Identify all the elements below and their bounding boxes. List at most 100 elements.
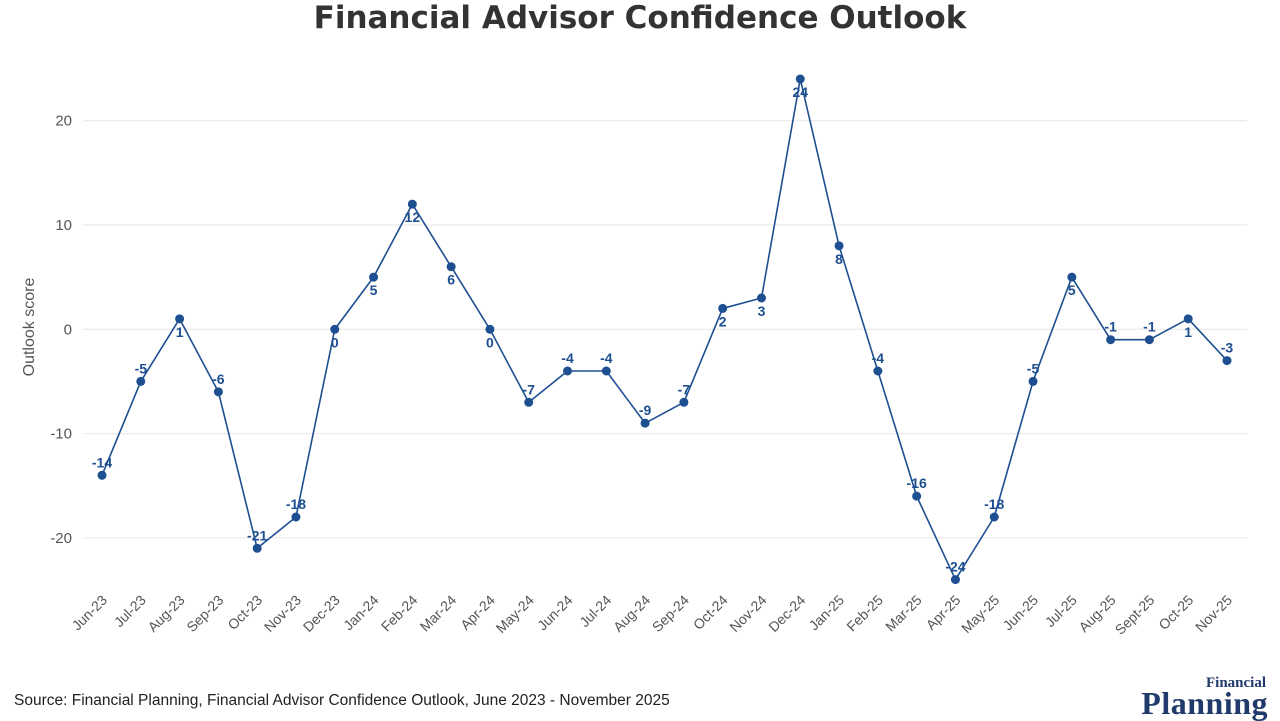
data-label: -9 bbox=[639, 402, 652, 418]
data-label: 0 bbox=[486, 334, 494, 350]
data-label: 2 bbox=[719, 313, 727, 329]
data-point bbox=[1067, 272, 1077, 282]
x-tick-label: Aug-23 bbox=[144, 592, 187, 635]
data-point bbox=[679, 397, 689, 407]
data-label: -1 bbox=[1104, 319, 1117, 335]
x-tick-label: Mar-25 bbox=[882, 592, 925, 635]
x-tick-label: Jul-23 bbox=[111, 592, 149, 630]
data-label: 0 bbox=[331, 334, 339, 350]
y-tick-label: 0 bbox=[64, 321, 72, 338]
data-label: 5 bbox=[1068, 282, 1076, 298]
financial-planning-logo: Financial Planning bbox=[1141, 675, 1268, 721]
x-tick-label: Feb-25 bbox=[843, 592, 886, 635]
x-tick-label: Oct-25 bbox=[1155, 592, 1196, 633]
series-line bbox=[101, 78, 1228, 581]
data-point bbox=[1144, 335, 1154, 345]
data-label: 1 bbox=[1184, 324, 1192, 340]
x-tick-label: May-25 bbox=[958, 592, 1002, 636]
gridlines bbox=[83, 120, 1247, 539]
x-tick-label: Nov-25 bbox=[1192, 592, 1235, 635]
logo-line-1: Financial bbox=[1205, 675, 1266, 691]
data-label: -16 bbox=[907, 475, 927, 491]
x-tick-label: Jun-24 bbox=[534, 592, 576, 634]
x-tick-label: Jun-25 bbox=[1000, 592, 1042, 634]
data-point bbox=[601, 366, 611, 376]
data-label: -21 bbox=[247, 527, 267, 543]
data-point bbox=[1183, 314, 1193, 324]
data-point bbox=[1222, 356, 1232, 366]
data-label: -24 bbox=[945, 559, 965, 575]
data-point bbox=[369, 272, 379, 282]
chart-title: Financial Advisor Confidence Outlook bbox=[313, 0, 967, 36]
data-point bbox=[97, 470, 107, 480]
data-label: 8 bbox=[835, 251, 843, 267]
x-tick-label: Nov-23 bbox=[261, 592, 304, 635]
x-tick-label: Nov-24 bbox=[726, 592, 769, 635]
x-tick-label: Jul-24 bbox=[576, 592, 614, 630]
data-label: 6 bbox=[447, 272, 455, 288]
x-tick-label: Jul-25 bbox=[1042, 592, 1080, 630]
data-point bbox=[912, 491, 922, 501]
x-tick-label: Apr-24 bbox=[457, 592, 498, 633]
x-tick-label: Apr-25 bbox=[923, 592, 964, 633]
x-tick-label: Sep-23 bbox=[183, 592, 226, 635]
data-point bbox=[446, 262, 456, 272]
data-point bbox=[524, 397, 534, 407]
data-label: -5 bbox=[1027, 360, 1040, 376]
data-label: -14 bbox=[92, 454, 112, 470]
x-tick-label: Oct-24 bbox=[690, 592, 731, 633]
data-point bbox=[563, 366, 573, 376]
data-point bbox=[1028, 376, 1038, 386]
data-point bbox=[718, 303, 728, 313]
data-label: -7 bbox=[522, 381, 535, 397]
data-label: -6 bbox=[212, 371, 225, 387]
data-point bbox=[252, 543, 262, 553]
data-label: -3 bbox=[1221, 340, 1234, 356]
x-tick-label: Jun-23 bbox=[69, 592, 111, 634]
x-tick-label: May-24 bbox=[493, 592, 537, 636]
data-point bbox=[1106, 335, 1116, 345]
data-point bbox=[291, 512, 301, 522]
data-label: -4 bbox=[872, 350, 885, 366]
data-point bbox=[989, 512, 999, 522]
x-tick-label: Jan-25 bbox=[806, 592, 848, 634]
data-label: 24 bbox=[792, 84, 808, 100]
x-tick-label: Feb-24 bbox=[378, 592, 421, 635]
data-point bbox=[136, 376, 146, 386]
x-tick-label: Mar-24 bbox=[417, 592, 460, 635]
y-tick-label: 10 bbox=[55, 217, 72, 234]
y-tick-label: -20 bbox=[50, 530, 72, 547]
data-label: -7 bbox=[678, 381, 691, 397]
data-label: 5 bbox=[370, 282, 378, 298]
data-label: -5 bbox=[135, 360, 148, 376]
data-point bbox=[795, 74, 805, 84]
data-label: 1 bbox=[176, 324, 184, 340]
x-tick-label: Dec-24 bbox=[765, 592, 808, 635]
data-point bbox=[950, 575, 960, 585]
data-label: -4 bbox=[561, 350, 574, 366]
data-label: -4 bbox=[600, 350, 613, 366]
x-tick-label: Dec-23 bbox=[300, 592, 343, 635]
y-axis-label: Outlook score bbox=[21, 278, 38, 377]
data-label: -1 bbox=[1143, 319, 1156, 335]
data-point bbox=[873, 366, 883, 376]
data-labels: -14 -5 1 -6 -21 -18 0 5 12 6 0 -7 -4 -4 -9 -7 2 3 24 8 -4 -16… bbox=[92, 84, 1234, 575]
data-points bbox=[97, 74, 1232, 585]
data-label: 12 bbox=[405, 209, 421, 225]
source-note: Source: Financial Planning, Financial Ad… bbox=[14, 692, 670, 709]
logo-line-2: Planning bbox=[1141, 685, 1268, 721]
x-axis-ticks: Jun-23 Jul-23Aug-23Sep-23Oct-23Nov-23Dec-… bbox=[69, 592, 1236, 638]
x-tick-label: Jan-24 bbox=[340, 592, 382, 634]
series-outlook-score bbox=[101, 78, 1228, 581]
data-point bbox=[834, 241, 844, 251]
data-point bbox=[485, 324, 495, 334]
x-tick-label: Oct-23 bbox=[224, 592, 265, 633]
x-tick-label: Aug-24 bbox=[610, 592, 653, 635]
y-axis-ticks: 20 10 0 -10 -20 bbox=[50, 113, 72, 547]
data-point bbox=[330, 324, 340, 334]
data-point bbox=[175, 314, 185, 324]
x-tick-label: Sept-25 bbox=[1112, 592, 1158, 638]
data-label: -18 bbox=[286, 496, 306, 512]
y-tick-label: -10 bbox=[50, 426, 72, 443]
